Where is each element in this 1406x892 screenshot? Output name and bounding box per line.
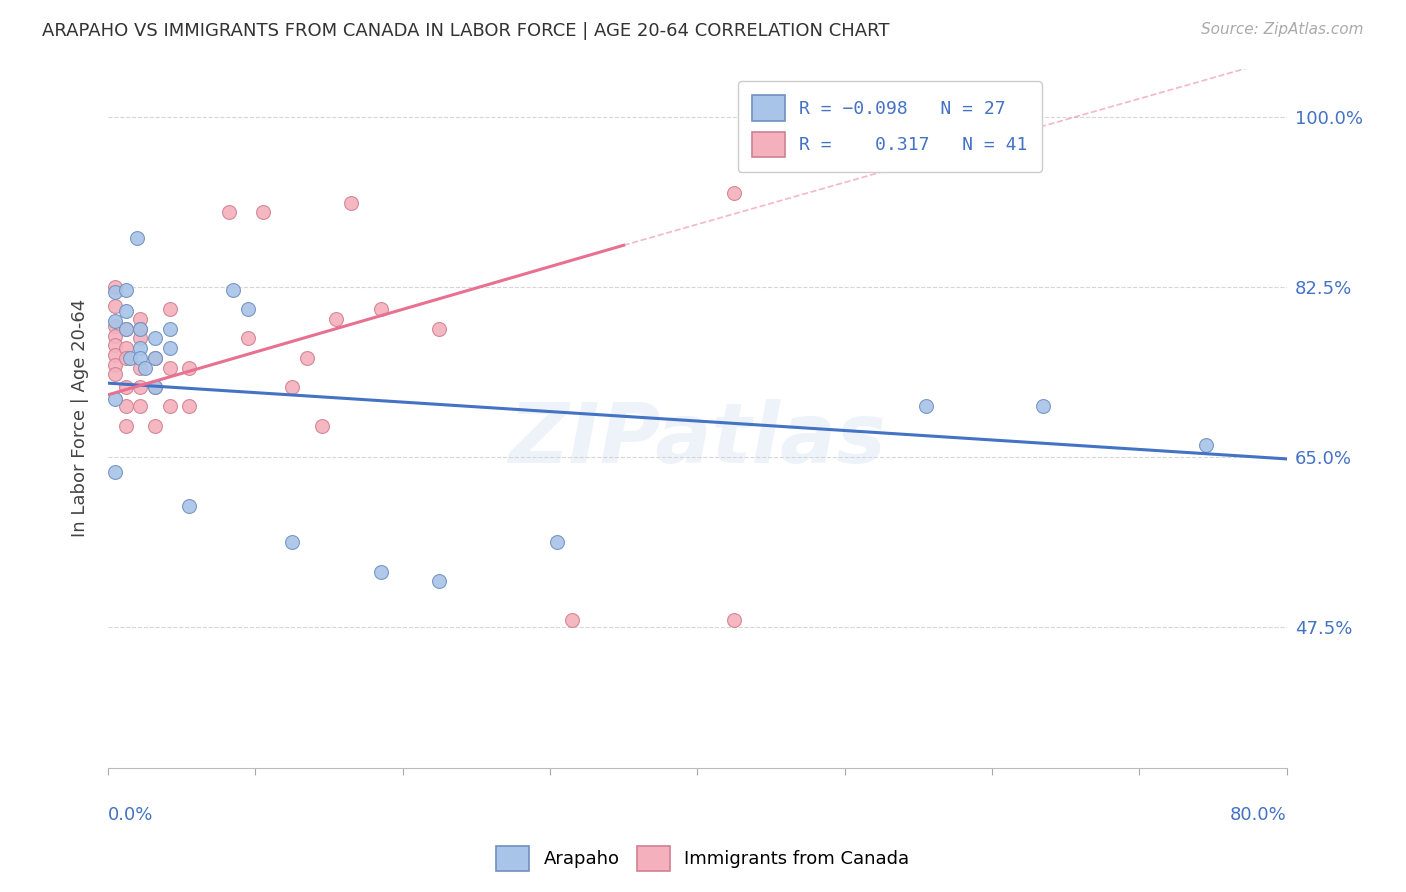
Text: ZIPatlas: ZIPatlas <box>509 399 886 480</box>
Point <box>723 186 745 200</box>
Point <box>325 312 347 326</box>
Point <box>1032 400 1054 414</box>
Point <box>129 380 152 394</box>
Point <box>914 400 936 414</box>
Point <box>114 400 136 414</box>
Point <box>104 300 127 314</box>
Text: 80.0%: 80.0% <box>1230 806 1286 824</box>
Point <box>143 351 166 365</box>
Point <box>104 348 127 362</box>
Point <box>143 380 166 394</box>
Point <box>127 231 149 245</box>
Text: ARAPAHO VS IMMIGRANTS FROM CANADA IN LABOR FORCE | AGE 20-64 CORRELATION CHART: ARAPAHO VS IMMIGRANTS FROM CANADA IN LAB… <box>42 22 890 40</box>
Point <box>281 380 304 394</box>
Point <box>129 360 152 375</box>
Point <box>311 418 333 433</box>
Point <box>281 535 304 549</box>
Text: Source: ZipAtlas.com: Source: ZipAtlas.com <box>1201 22 1364 37</box>
Point <box>104 314 127 328</box>
Point <box>104 328 127 343</box>
Y-axis label: In Labor Force | Age 20-64: In Labor Force | Age 20-64 <box>72 299 89 537</box>
Point <box>429 574 451 589</box>
Point <box>546 535 568 549</box>
Point <box>723 613 745 627</box>
Point <box>295 351 318 365</box>
Point <box>114 418 136 433</box>
Point <box>104 368 127 382</box>
Point <box>370 302 392 317</box>
Point <box>370 565 392 579</box>
Legend: R = −0.098   N = 27, R =    0.317   N = 41: R = −0.098 N = 27, R = 0.317 N = 41 <box>738 81 1042 172</box>
Point <box>159 360 181 375</box>
Point <box>129 312 152 326</box>
Point <box>104 338 127 352</box>
Point <box>104 285 127 299</box>
Point <box>129 400 152 414</box>
Point <box>134 360 156 375</box>
Point <box>114 283 136 297</box>
Point <box>104 318 127 333</box>
Point <box>129 341 152 355</box>
Point <box>114 380 136 394</box>
Point <box>143 380 166 394</box>
Point <box>159 400 181 414</box>
Point <box>222 283 245 297</box>
Point <box>236 302 259 317</box>
Point <box>114 351 136 365</box>
Point <box>252 205 274 219</box>
Point <box>104 392 127 406</box>
Point <box>114 341 136 355</box>
Point <box>104 465 127 479</box>
Point <box>104 280 127 294</box>
Point <box>114 322 136 336</box>
Point <box>236 331 259 345</box>
Point <box>114 322 136 336</box>
Point <box>104 358 127 372</box>
Point <box>159 341 181 355</box>
Point <box>177 499 200 513</box>
Point <box>177 400 200 414</box>
Point <box>177 360 200 375</box>
Point <box>1194 438 1216 452</box>
Point <box>129 351 152 365</box>
Text: 0.0%: 0.0% <box>108 806 153 824</box>
Point <box>143 418 166 433</box>
Point <box>129 322 152 336</box>
Point <box>159 322 181 336</box>
Point <box>340 195 363 210</box>
Point <box>114 304 136 318</box>
Point <box>429 322 451 336</box>
Point <box>143 331 166 345</box>
Point <box>129 331 152 345</box>
Point <box>159 302 181 317</box>
Point <box>129 322 152 336</box>
Legend: Arapaho, Immigrants from Canada: Arapaho, Immigrants from Canada <box>489 838 917 879</box>
Point <box>561 613 583 627</box>
Point <box>143 351 166 365</box>
Point <box>218 205 240 219</box>
Point <box>120 351 142 365</box>
